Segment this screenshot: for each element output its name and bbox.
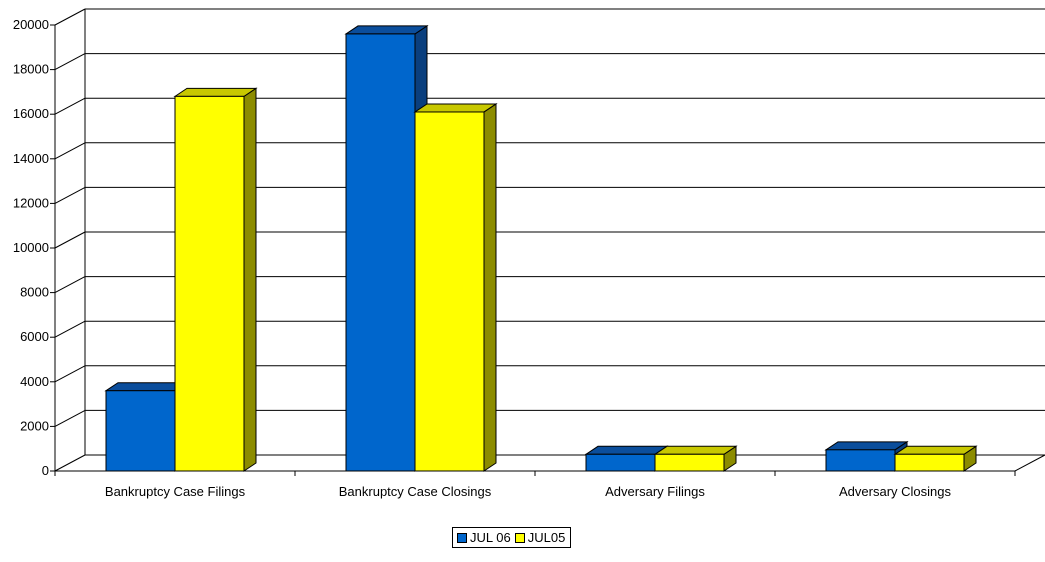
bar-top [653,445,738,455]
legend-swatch-series-2 [514,532,525,543]
legend-swatch-series-1 [457,532,467,543]
bar-front [345,33,416,472]
bar-front [825,449,896,472]
bar-top [824,441,909,451]
gridline-wall [54,97,86,115]
bar-front [105,390,176,472]
legend-item-series-2: JUL05 [514,530,566,545]
y-tick-label: 12000 [13,195,49,210]
gridline-wall [54,231,86,249]
y-tick-label: 4000 [20,374,49,389]
y-tick-label: 0 [42,463,49,478]
bar-top [893,445,978,455]
bar [173,87,258,472]
gridline-wall [54,8,86,26]
gridline-wall [54,320,86,338]
bar-front [654,453,725,472]
floor-right-edge [1014,454,1045,472]
gridline-wall [54,365,86,383]
bar-front [585,453,656,472]
legend-label-series-2: JUL05 [527,530,566,545]
bar-front [174,95,245,472]
gridline-wall [54,454,86,472]
bar-top [584,445,669,455]
x-tick-label: Adversary Filings [605,484,705,499]
y-tick-label: 2000 [20,418,49,433]
legend-label-series-1: JUL 06 [470,530,511,545]
y-tick-label: 18000 [13,62,49,77]
gridline-wall [54,409,86,427]
gridline-wall [54,276,86,294]
label-layer: 0 2000 4000 6000 8000 10000 12000 14000 16000 180… [13,17,952,499]
x-tick-label: Adversary Closings [839,484,951,499]
bar [413,103,498,472]
x-tick-label: Bankruptcy Case Closings [339,484,492,499]
bar [653,445,738,472]
y-tick-label: 6000 [20,329,49,344]
bar-front [894,453,965,472]
y-tick-label: 14000 [13,151,49,166]
legend: JUL 06 JUL05 [452,527,572,548]
y-tick-label: 16000 [13,106,49,121]
y-tick-label: 8000 [20,285,49,300]
bar-side [483,103,497,472]
bar-layer [104,24,978,472]
bar-top [344,25,429,35]
bar [893,445,978,472]
bar-top [413,103,498,113]
gridline-wall [54,142,86,160]
gridline-wall [54,186,86,204]
gridline-wall [54,53,86,71]
y-tick-label: 10000 [13,240,49,255]
legend-item-series-1: JUL 06 [457,530,511,545]
bar-front [414,111,485,472]
x-tick-label: Bankruptcy Case Filings [105,484,246,499]
bar-side [243,87,257,472]
bar-top [173,87,258,97]
y-tick-label: 20000 [13,17,49,32]
